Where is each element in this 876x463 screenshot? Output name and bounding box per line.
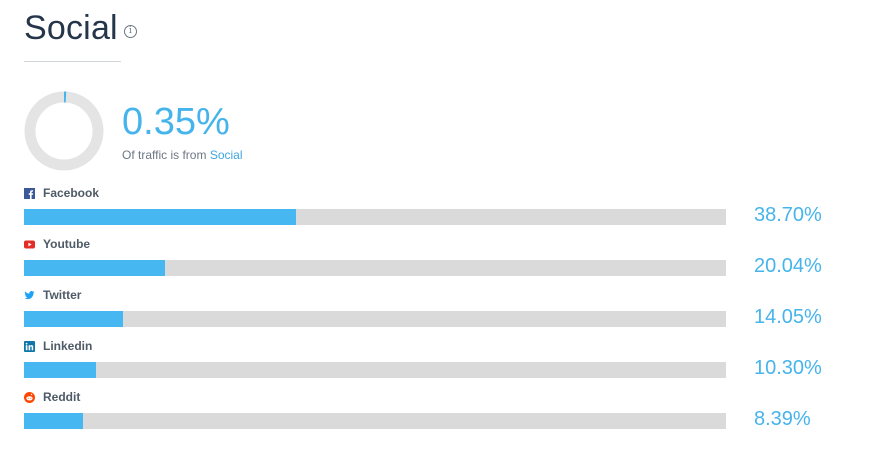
page-title: Social (24, 9, 118, 47)
channel-row-twitter: Twitter 14.05% (24, 284, 864, 335)
channel-percent: 20.04% (754, 255, 822, 277)
caption-social-link[interactable]: Social (209, 148, 243, 162)
channel-label: Reddit (43, 390, 81, 404)
channel-bar-fill (24, 260, 165, 276)
title-divider (24, 61, 121, 62)
donut-share-arc (24, 91, 104, 171)
facebook-icon (24, 187, 35, 199)
channel-bar-fill (24, 209, 296, 225)
channel-bar-fill (24, 311, 123, 327)
channel-label: Facebook (43, 186, 100, 200)
twitter-icon (24, 290, 35, 299)
channel-row-youtube: Youtube 20.04% (24, 233, 864, 284)
traffic-caption: Of traffic is from Social (122, 148, 243, 162)
channel-percent: 14.05% (754, 306, 822, 328)
channel-bar-fill (24, 413, 83, 429)
channel-bar-fill (24, 362, 97, 378)
youtube-icon (24, 240, 35, 248)
caption-text: Of traffic is from (122, 148, 207, 162)
channel-percent: 38.70% (754, 204, 822, 226)
channel-bar-track (24, 413, 726, 429)
channel-bar-track (24, 260, 726, 276)
section-header: Social i (24, 8, 137, 48)
channel-label: Youtube (43, 237, 91, 251)
social-traffic-percent: 0.35% (122, 101, 230, 143)
channel-row-reddit: Reddit 8.39% (24, 386, 864, 437)
channel-bar-track (24, 311, 726, 327)
traffic-share-donut (24, 91, 104, 171)
channel-bar-track (24, 362, 726, 378)
channel-percent: 10.30% (754, 357, 822, 379)
channel-label: Twitter (43, 288, 82, 302)
info-icon[interactable]: i (123, 24, 137, 38)
channel-label: Linkedin (43, 339, 93, 353)
channel-percent: 8.39% (754, 408, 811, 430)
donut-track (24, 91, 104, 171)
channel-bar-track (24, 209, 726, 225)
channel-list: Facebook 38.70% Youtube 20.04% Twitter 1… (24, 182, 864, 437)
linkedin-icon (24, 340, 35, 352)
channel-row-linkedin: Linkedin 10.30% (24, 335, 864, 386)
traffic-summary: 0.35% Of traffic is from Social (24, 91, 424, 171)
channel-row-facebook: Facebook 38.70% (24, 182, 864, 233)
reddit-icon (24, 391, 35, 403)
